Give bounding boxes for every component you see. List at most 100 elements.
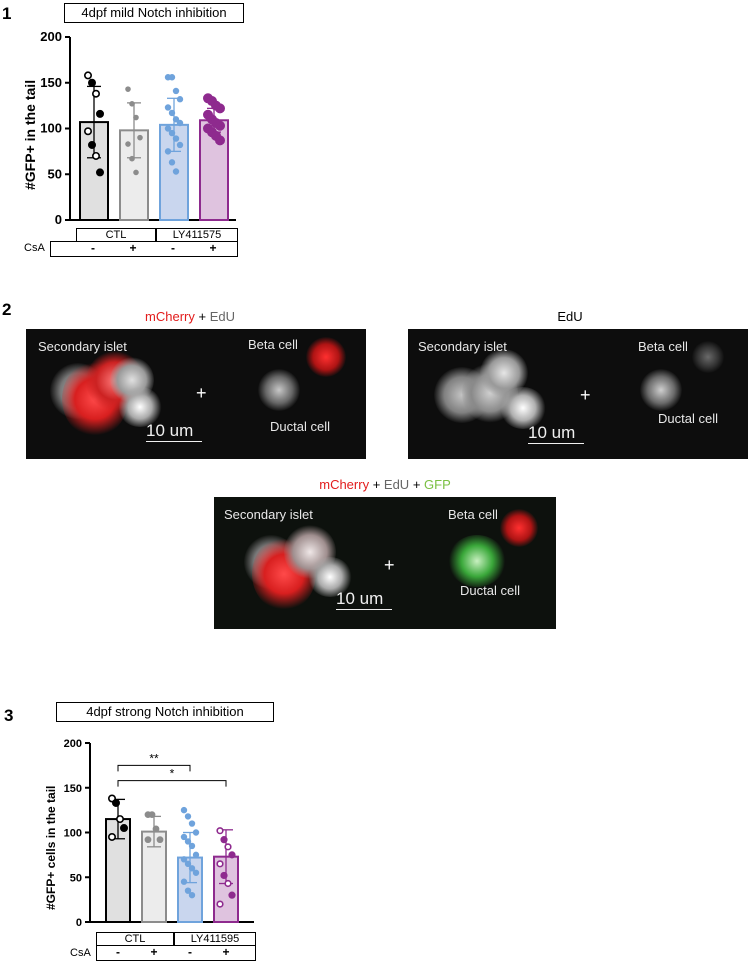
data-point — [84, 127, 93, 136]
label-secondary-islet: Secondary islet — [224, 507, 313, 522]
data-point — [164, 125, 172, 132]
data-point — [220, 836, 228, 844]
caption-b-edu: EdU — [557, 309, 583, 324]
data-point — [192, 851, 200, 859]
grey-cell — [118, 387, 162, 427]
data-point — [96, 168, 105, 177]
data-point — [180, 878, 188, 885]
panel-1-csa-4: + — [209, 241, 217, 255]
label-secondary-islet: Secondary islet — [418, 339, 507, 354]
panel-1-number: 1 — [2, 4, 12, 23]
caption-c-edu: EdU — [383, 477, 410, 492]
data-point — [215, 120, 226, 131]
data-point — [137, 134, 143, 141]
scale-bar-label: 10 um — [146, 421, 194, 440]
scale-bar-label: 10 um — [336, 589, 384, 608]
significance-bracket — [117, 764, 191, 772]
y-tick-label: 50 — [48, 166, 62, 181]
plus-marker: + — [580, 385, 591, 405]
data-point — [88, 78, 97, 87]
data-point — [228, 851, 236, 859]
data-point — [176, 119, 184, 127]
panel-1-csa-row — [50, 241, 238, 257]
data-point — [215, 135, 226, 146]
data-point — [96, 109, 105, 118]
data-point — [92, 89, 101, 98]
panel-1-group-ctl: CTL — [76, 228, 156, 242]
caption-c-sep1: + — [369, 477, 384, 492]
caption-a-sep: + — [194, 309, 210, 324]
data-point — [84, 71, 93, 80]
label-ductal-cell: Ductal cell — [658, 411, 718, 426]
beta-cell-red — [500, 509, 538, 547]
panel-3-csa-label: CsA — [70, 947, 91, 959]
data-point — [125, 86, 131, 92]
y-tick-label: 200 — [64, 738, 82, 750]
data-point — [224, 843, 232, 851]
significance-label: * — [170, 767, 175, 781]
data-point — [180, 856, 188, 863]
data-point — [216, 860, 224, 868]
scale-bar — [528, 443, 584, 444]
data-point — [192, 829, 200, 836]
data-point — [216, 827, 224, 835]
data-point — [184, 860, 192, 868]
panel-1-csa-1: - — [91, 241, 95, 255]
panel-3-csa-4: + — [222, 945, 230, 959]
y-tick-label: 0 — [76, 917, 82, 929]
data-point — [129, 100, 135, 107]
data-point — [120, 824, 129, 833]
data-point — [152, 825, 160, 833]
beta-cell-grey — [692, 341, 724, 373]
data-point — [168, 129, 176, 137]
panel-1-csa-3: - — [171, 241, 175, 255]
data-point — [144, 836, 152, 844]
data-point — [180, 806, 188, 814]
data-point — [172, 135, 180, 142]
y-tick-label: 150 — [40, 75, 62, 90]
data-point — [188, 820, 196, 827]
beta-cell-red — [306, 337, 346, 377]
data-point — [168, 159, 176, 166]
y-tick-label: 150 — [64, 783, 82, 795]
panel-3-title: 4dpf strong Notch inhibition — [56, 702, 274, 722]
data-point — [172, 116, 180, 123]
label-secondary-islet: Secondary islet — [38, 339, 127, 354]
data-point — [172, 168, 180, 175]
data-point — [112, 798, 121, 807]
data-point — [188, 891, 196, 899]
significance-bracket — [117, 780, 227, 787]
grey-cell — [500, 387, 546, 429]
panel-1-title: 4dpf mild Notch inhibition — [64, 3, 244, 23]
data-point — [168, 109, 176, 117]
data-point — [184, 887, 192, 894]
data-point — [133, 114, 139, 121]
data-point — [224, 879, 232, 888]
data-point — [164, 104, 172, 111]
data-point — [188, 865, 196, 872]
data-point — [184, 813, 192, 820]
panel-3-number: 3 — [4, 706, 14, 725]
y-tick-label: 50 — [70, 872, 82, 884]
significance-label: ** — [149, 751, 159, 765]
data-point — [156, 836, 164, 844]
plus-marker: + — [196, 383, 207, 403]
caption-c-sep2: + — [409, 477, 425, 492]
data-point — [228, 891, 236, 899]
caption-b: EdU — [530, 309, 610, 324]
data-point — [216, 900, 224, 908]
y-tick-label: 100 — [64, 828, 82, 840]
data-point — [168, 74, 176, 81]
panel-1-group-ly: LY411575 — [156, 228, 238, 242]
label-ductal-cell: Ductal cell — [270, 419, 330, 434]
data-point — [184, 838, 192, 845]
panel-3-group-ly: LY411595 — [174, 932, 256, 946]
micrograph-mcherry-edu-gfp: Secondary islet Beta cell Ductal cell + … — [214, 497, 556, 629]
caption-c-mcherry: mCherry — [319, 477, 370, 492]
scale-bar — [146, 441, 202, 442]
data-point — [148, 811, 156, 818]
data-point — [108, 832, 117, 841]
data-point — [129, 155, 135, 162]
data-point — [176, 96, 184, 103]
